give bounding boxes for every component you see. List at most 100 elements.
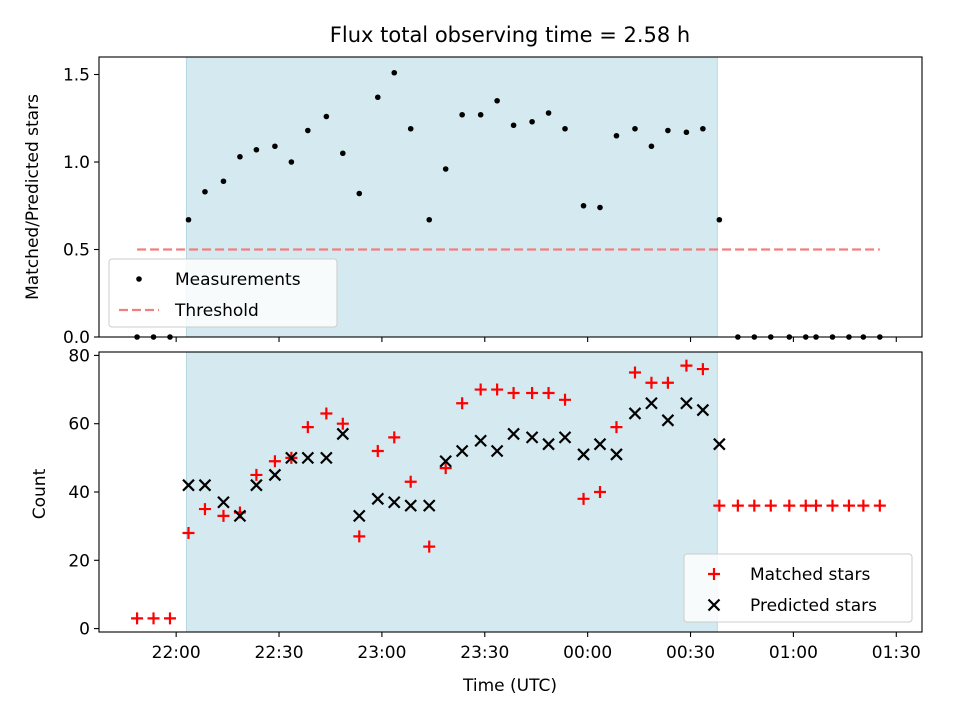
bottom-x-tick-label: 00:30 (666, 643, 715, 663)
measurements-point (510, 122, 517, 129)
matched-stars-point (628, 366, 641, 379)
measurements-point (220, 178, 227, 185)
measurements-point (407, 125, 414, 132)
matched-stars-point (826, 499, 839, 512)
matched-stars-point (542, 386, 555, 399)
bottom-y-tick-label: 0 (79, 620, 90, 640)
predicted-stars-point (217, 495, 230, 509)
matched-stars-point (764, 499, 777, 512)
measurements-point (356, 190, 363, 197)
matched-stars-point (731, 499, 744, 512)
matched-stars-point (680, 359, 693, 372)
predicted-stars-point (696, 403, 710, 417)
measurements-point (648, 143, 655, 150)
predicted-stars-point (422, 499, 436, 512)
bottom-x-tick-label: 00:00 (563, 643, 612, 663)
matched-stars-point (320, 407, 333, 420)
bottom-y-axis-label: Count (30, 468, 50, 519)
matched-stars-point (559, 393, 572, 406)
measurements-point (613, 132, 620, 139)
matched-stars-point (783, 499, 796, 512)
predicted-stars-point (628, 407, 642, 420)
measurements-point (237, 153, 243, 160)
predicted-stars-point (404, 499, 417, 512)
matched-stars-point (696, 363, 709, 376)
matched-stars-point (799, 499, 812, 512)
legend-measurements-marker (136, 276, 142, 282)
measurements-point (442, 166, 449, 172)
matched-stars-point (645, 376, 658, 389)
measurements-point (683, 129, 690, 136)
predicted-stars-point (233, 509, 247, 523)
matched-stars-point (163, 612, 176, 625)
measurements-point (477, 111, 484, 118)
top-y-tick-label: 0.0 (63, 328, 90, 348)
measurements-point (374, 94, 381, 101)
matched-stars-point (507, 386, 520, 399)
predicted-stars-point (577, 448, 590, 461)
measurements-point (665, 127, 671, 134)
matched-stars-point (301, 421, 314, 434)
measurements-point (323, 113, 330, 120)
predicted-stars-point (301, 451, 315, 465)
measurements-point (391, 69, 398, 76)
predicted-stars-point (713, 437, 726, 451)
bottom-panel: 0 20 40 60 80 22:00 22:30 23:00 23:30 00:00 00:30 0… (68, 346, 923, 663)
top-y-axis-label: Matched/Predicted stars (23, 94, 43, 300)
legend-matched-stars-marker (708, 568, 720, 580)
measurements-point (580, 202, 587, 209)
top-y-tick-label: 1.5 (63, 66, 90, 86)
bottom-y-tick-label: 20 (68, 551, 90, 571)
predicted-stars-point (320, 451, 333, 465)
measurements-point (459, 111, 465, 118)
measurements-point (272, 143, 278, 150)
measurements-point (700, 125, 706, 132)
predicted-stars-point (474, 434, 487, 448)
measurements-point (305, 127, 311, 134)
bottom-y-tick-label: 40 (68, 483, 90, 503)
matched-stars-point (594, 486, 607, 498)
predicted-stars-point (542, 437, 555, 451)
predicted-stars-point (507, 427, 520, 441)
bottom-y-tick-label: 80 (68, 346, 90, 366)
matched-stars-point (857, 499, 870, 512)
matched-stars-point (842, 499, 855, 512)
top-axes-frame (98, 56, 923, 338)
predicted-stars-point (558, 431, 572, 444)
matched-stars-point (268, 455, 281, 468)
matched-stars-point (610, 421, 623, 434)
matched-stars-point (661, 376, 674, 389)
matched-stars-point (182, 526, 195, 539)
predicted-stars-point (525, 431, 539, 444)
predicted-stars-point (645, 396, 658, 410)
bottom-legend-label: Predicted stars (750, 596, 877, 616)
matched-stars-point (873, 499, 886, 512)
matched-stars-point (250, 468, 263, 481)
bottom-x-tick-label: 23:30 (460, 643, 509, 663)
matched-stars-point (353, 530, 366, 543)
top-legend-label: Threshold (174, 301, 259, 321)
matched-stars-point (491, 383, 504, 396)
matched-stars-point (439, 462, 452, 475)
predicted-stars-point (352, 509, 366, 523)
bottom-x-tick-label: 22:00 (152, 643, 201, 663)
legend-predicted-stars-marker (707, 598, 721, 612)
bottom-legend: Matched stars Predicted stars (683, 553, 913, 623)
bottom-x-tick-label: 01:00 (769, 643, 818, 663)
matched-stars-point (748, 499, 761, 512)
matched-stars-point (577, 492, 590, 505)
bottom-x-tick-label: 01:30 (872, 643, 921, 663)
matched-stars-point (404, 475, 417, 488)
predicted-stars-point (285, 451, 298, 465)
matched-stars-point (423, 540, 436, 553)
predicted-stars-point (661, 414, 675, 427)
measurements-point (288, 159, 295, 165)
matched-stars-point (713, 499, 726, 512)
matched-stars-point (198, 503, 211, 516)
matched-stars-point (388, 431, 401, 444)
measurements-point (716, 216, 723, 223)
top-legend-box (108, 258, 338, 328)
matched-stars-point (810, 499, 823, 512)
measurements-point (597, 204, 603, 211)
